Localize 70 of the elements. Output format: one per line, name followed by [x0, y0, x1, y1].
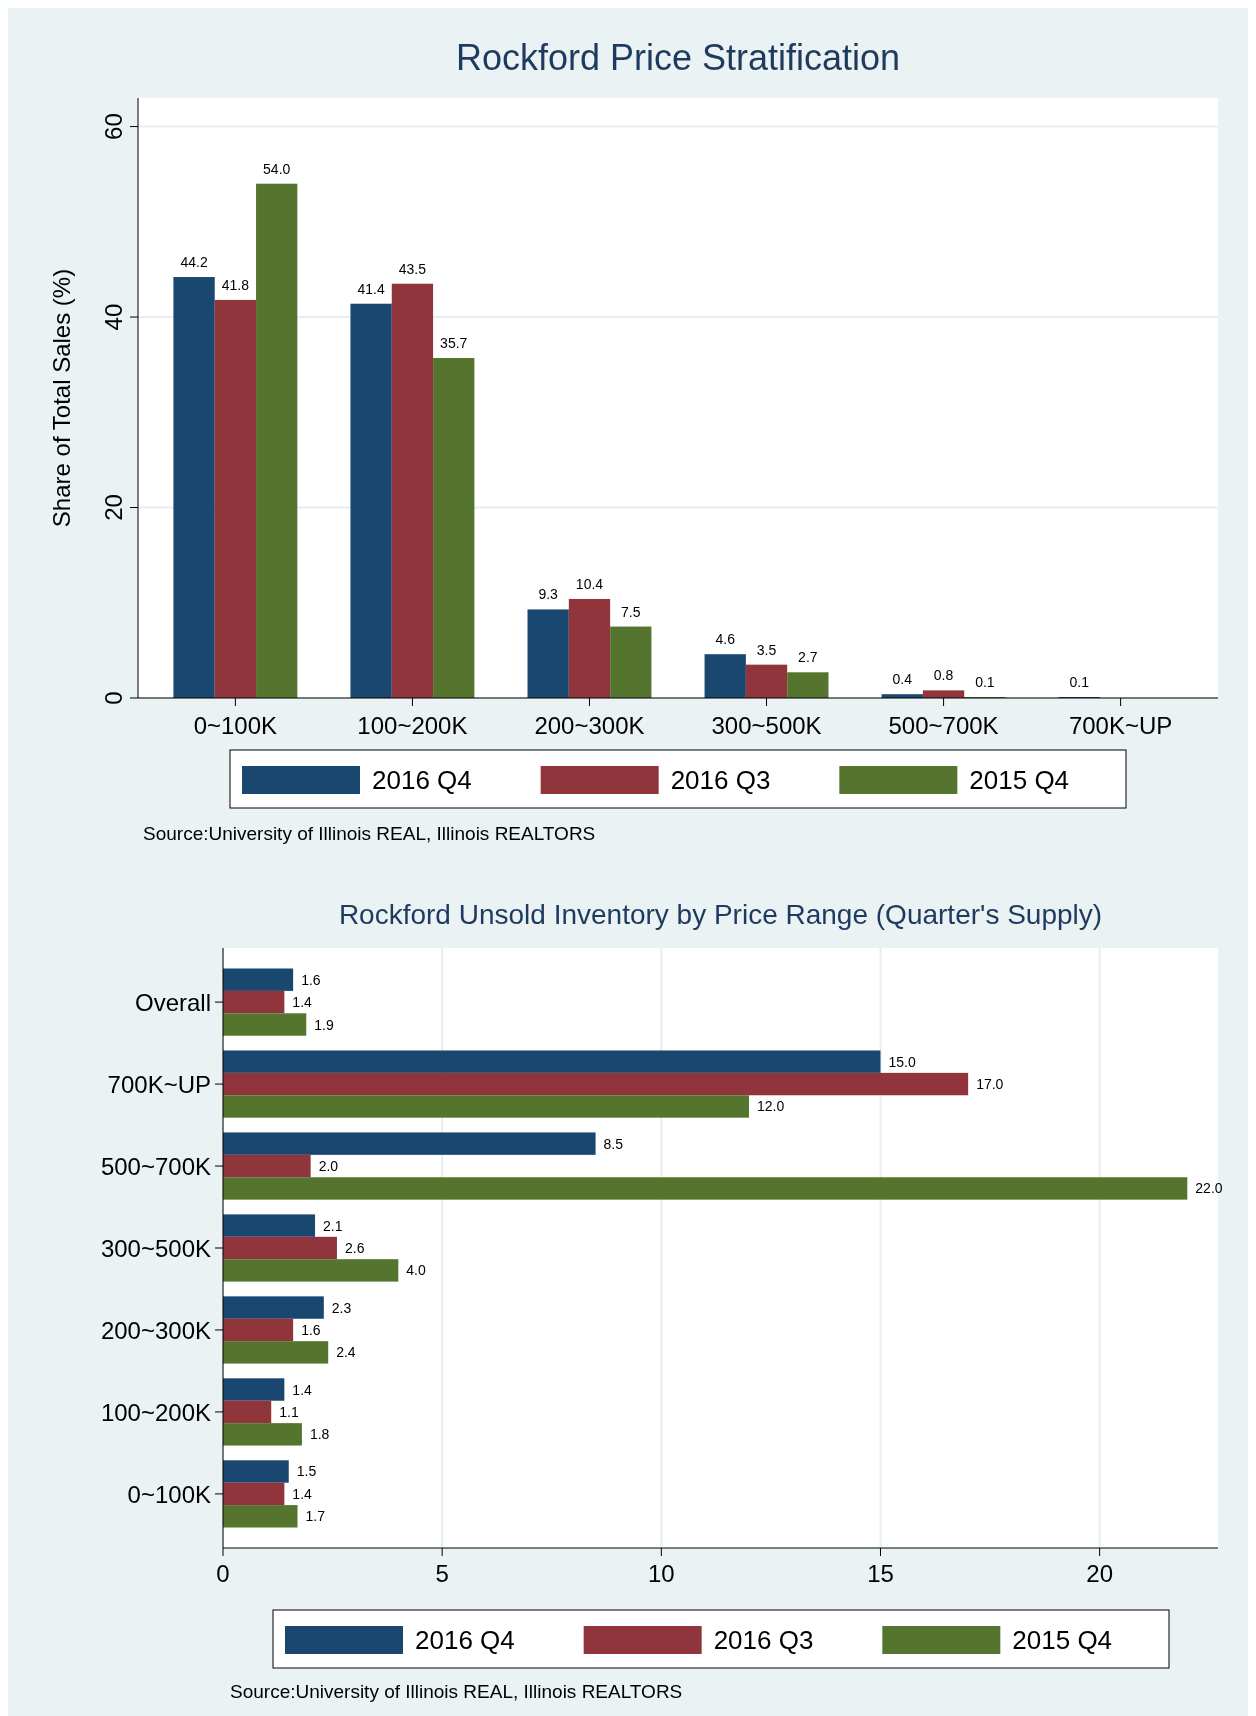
data-label: 8.5 [603, 1135, 624, 1152]
y-tick-label: 60 [100, 113, 127, 140]
x-tick-label: 200~300K [534, 712, 645, 739]
data-label: 1.1 [279, 1403, 299, 1420]
legend-label: 2016 Q3 [670, 765, 771, 795]
y-tick-label: 40 [100, 303, 127, 331]
y-tick-label: Overall [134, 989, 211, 1017]
data-label: 0.8 [933, 667, 954, 684]
y-tick-label: 0~100K [127, 1480, 211, 1508]
y-tick-label: 20 [100, 494, 127, 521]
legend-label: 2016 Q3 [713, 1625, 814, 1655]
data-label: 10.4 [575, 575, 604, 592]
x-tick-label: 5 [435, 1560, 449, 1587]
legend-label: 2016 Q4 [372, 765, 472, 795]
data-label: 2.3 [331, 1299, 352, 1316]
legend-label: 2015 Q4 [1012, 1625, 1113, 1655]
y-tick-label: 100~200K [100, 1398, 211, 1426]
data-label: 1.4 [292, 1381, 313, 1398]
data-label: 4.0 [406, 1262, 427, 1279]
source-note: Source:University of Illinois REAL, Illinois REALTORS [230, 1681, 683, 1702]
x-tick-label: 100~200K [357, 712, 468, 739]
data-label: 0.1 [975, 674, 995, 691]
data-label: 0.1 [1069, 674, 1090, 691]
x-tick-label: 700K~UP [1068, 712, 1173, 739]
data-label: 3.5 [756, 641, 777, 658]
data-label: 35.7 [440, 335, 468, 351]
data-label: 2.7 [798, 649, 818, 666]
chart-title: Rockford Unsold Inventory by Price Range (Quarter's Supply) [338, 899, 1103, 930]
chart-title: Rockford Price Stratification [455, 37, 901, 78]
x-tick-label: 500~700K [888, 712, 999, 739]
data-label: 15.0 [888, 1053, 916, 1070]
data-label: 1.6 [301, 1321, 321, 1338]
data-label: 2.0 [318, 1158, 339, 1175]
data-label: 1.4 [292, 1485, 313, 1502]
data-label: 1.9 [314, 1016, 334, 1033]
y-tick-label: 200~300K [100, 1316, 211, 1344]
data-label: 41.4 [357, 280, 385, 297]
data-label: 43.5 [398, 260, 427, 277]
data-label: 1.5 [296, 1463, 317, 1480]
data-label: 54.0 [263, 160, 291, 177]
data-label: 1.4 [292, 994, 313, 1011]
y-tick-label: 300~500K [100, 1235, 211, 1262]
data-label: 4.6 [715, 631, 736, 648]
data-label: 17.0 [976, 1076, 1004, 1093]
data-label: 12.0 [756, 1098, 785, 1115]
data-label: 2.4 [336, 1344, 356, 1361]
x-tick-label: 10 [647, 1560, 675, 1587]
x-tick-label: 20 [1086, 1560, 1113, 1587]
data-label: 1.8 [309, 1426, 330, 1443]
y-tick-label: 500~700K [100, 1153, 211, 1181]
data-label: 41.8 [221, 276, 250, 293]
data-label: 1.6 [301, 971, 321, 988]
data-label: 22.0 [1195, 1180, 1223, 1197]
data-label: 2.1 [323, 1217, 343, 1234]
y-tick-label: 0 [100, 691, 127, 705]
source-note: Source:University of Illinois REAL, Illinois REALTORS [143, 823, 596, 844]
legend-label: 2016 Q4 [415, 1625, 515, 1655]
x-tick-label: 0~100K [193, 712, 278, 739]
y-tick-label: 700K~UP [107, 1071, 211, 1099]
data-label: 2.6 [344, 1240, 365, 1256]
data-label: 0.4 [892, 671, 913, 688]
legend-label: 2015 Q4 [969, 765, 1070, 795]
y-axis-title: Share of Total Sales (%) [48, 268, 75, 528]
x-tick-label: 300~500K [711, 712, 822, 739]
data-label: 44.2 [180, 254, 208, 271]
x-tick-label: 0 [216, 1560, 230, 1587]
data-label: 1.7 [305, 1508, 326, 1525]
x-tick-label: 15 [867, 1560, 894, 1587]
data-label: 9.3 [538, 586, 559, 603]
data-label: 7.5 [621, 603, 641, 620]
